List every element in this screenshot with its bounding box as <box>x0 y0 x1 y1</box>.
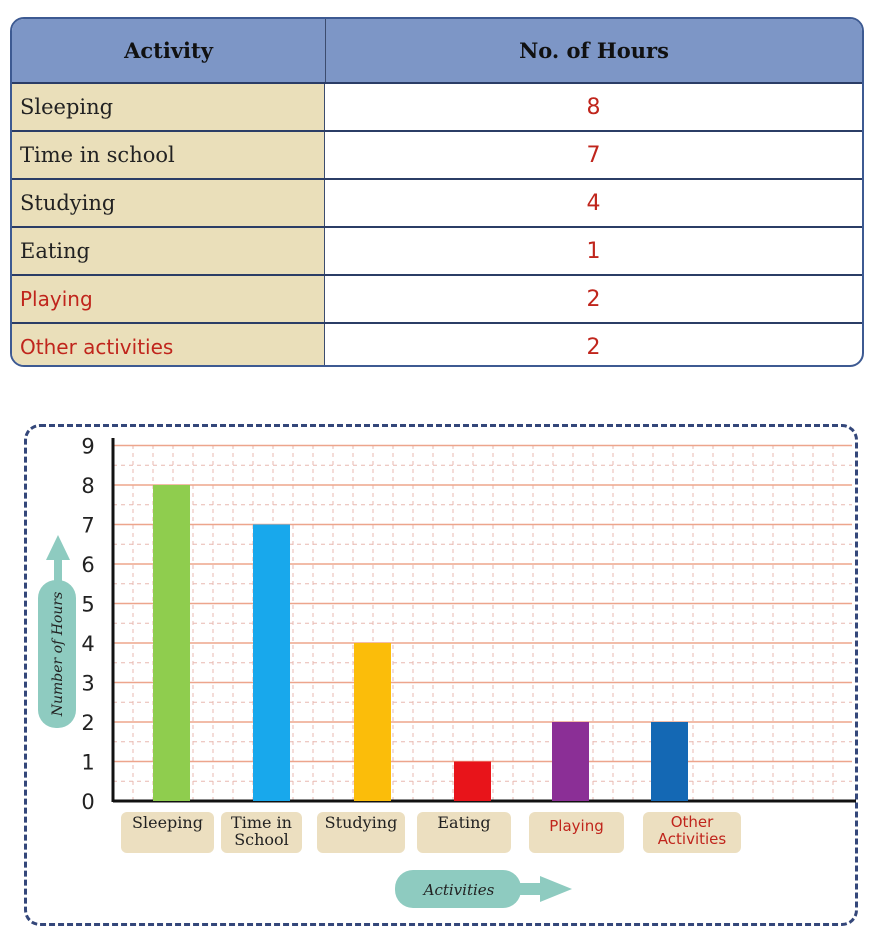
y-tick-label: 0 <box>81 790 94 814</box>
x-tick-line: Sleeping <box>132 813 203 832</box>
hours-cell: 1 <box>586 238 601 264</box>
y-tick-label: 7 <box>81 514 94 538</box>
x-tick-line: Eating <box>437 813 491 832</box>
table-row: Studying 4 <box>12 180 862 228</box>
y-tick-label: 4 <box>81 632 94 656</box>
hours-cell: 2 <box>586 334 601 360</box>
y-arrow-icon <box>46 535 70 585</box>
y-axis-label: Number of Hours <box>50 592 66 718</box>
x-tick-label: Eating <box>417 812 511 853</box>
activity-cell: Eating <box>12 228 325 274</box>
bar-playing <box>552 722 589 801</box>
x-tick-line: Playing <box>549 817 604 835</box>
bar-time-in-school <box>253 524 290 801</box>
x-tick-line: Activities <box>657 830 727 848</box>
x-tick-label: Time in School <box>221 812 302 853</box>
x-label-pill <box>395 870 521 908</box>
x-tick-label: Playing <box>529 812 624 853</box>
hours-cell: 4 <box>586 190 601 216</box>
y-tick-label: 5 <box>81 593 94 617</box>
chart-frame <box>24 424 858 926</box>
bar-other-activities <box>651 722 688 801</box>
activity-cell: Sleeping <box>12 84 325 130</box>
x-arrow-icon <box>518 876 572 902</box>
bar-studying <box>354 643 391 801</box>
activity-cell: Playing <box>12 276 325 322</box>
hours-table: Activity No. of Hours Sleeping 8 Time in… <box>10 17 864 367</box>
activity-cell: Other activities <box>12 324 325 365</box>
hours-cell: 2 <box>586 286 601 312</box>
x-tick-line: Time in <box>231 813 292 832</box>
x-tick-label: Sleeping <box>121 812 214 853</box>
y-tick-label: 6 <box>81 553 94 577</box>
x-axis-label: Activities <box>422 881 495 899</box>
activity-cell: Studying <box>12 180 325 226</box>
header-hours: No. of Hours <box>519 38 669 63</box>
activity-cell: Time in school <box>12 132 325 178</box>
y-tick-label: 3 <box>81 672 94 696</box>
x-tick-label: Studying <box>317 812 405 853</box>
table-row: Time in school 7 <box>12 132 862 180</box>
table-header: Activity No. of Hours <box>12 19 862 84</box>
table-row: Sleeping 8 <box>12 84 862 132</box>
hours-cell: 7 <box>586 142 601 168</box>
table-row: Playing 2 <box>12 276 862 324</box>
x-tick-line: Studying <box>324 813 398 832</box>
hours-cell: 8 <box>586 94 601 120</box>
y-tick-label: 2 <box>81 711 94 735</box>
y-tick-label: 9 <box>81 435 94 459</box>
x-tick-label: Other Activities <box>643 812 741 853</box>
y-label-pill <box>38 580 76 728</box>
bar-sleeping <box>153 485 190 801</box>
bar-eating <box>454 761 491 801</box>
table-row: Eating 1 <box>12 228 862 276</box>
table-row: Other activities 2 <box>12 324 862 365</box>
x-tick-line: Other <box>670 813 714 831</box>
y-tick-label: 1 <box>81 751 94 775</box>
y-tick-label: 8 <box>81 474 94 498</box>
x-tick-line: School <box>234 830 289 849</box>
header-activity: Activity <box>12 19 326 82</box>
